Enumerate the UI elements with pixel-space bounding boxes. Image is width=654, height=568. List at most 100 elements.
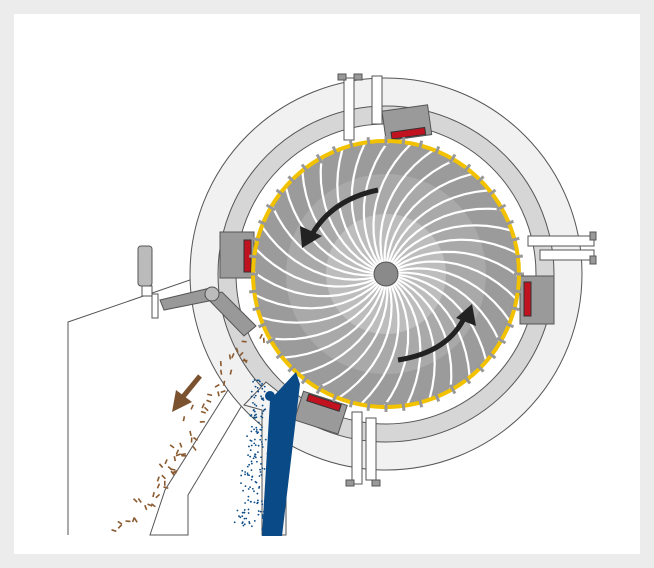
droplet [248, 488, 250, 490]
tick [403, 137, 404, 147]
droplet [250, 431, 252, 433]
droplet [248, 512, 250, 514]
droplet [261, 467, 263, 469]
cap [590, 232, 596, 240]
droplet [261, 426, 263, 428]
droplet [255, 395, 257, 397]
droplet [251, 525, 253, 527]
droplet [257, 387, 259, 389]
droplet [247, 466, 249, 468]
droplet [261, 528, 263, 530]
tick [513, 291, 523, 292]
cap [346, 480, 354, 486]
chip [181, 455, 186, 457]
droplet [255, 457, 257, 459]
droplet [257, 500, 259, 502]
droplet [255, 481, 257, 483]
droplet [262, 514, 264, 516]
droplet [251, 463, 253, 465]
droplet [246, 435, 248, 437]
droplet [261, 417, 263, 419]
droplet [251, 426, 253, 428]
chip [164, 481, 166, 486]
droplet [242, 521, 244, 523]
page: (() => { const data = JSON.parse(documen… [0, 0, 654, 568]
droplet [256, 461, 258, 463]
droplet [244, 471, 246, 473]
droplet [260, 471, 262, 473]
rod [152, 294, 158, 318]
droplet [257, 390, 259, 392]
droplet [255, 414, 257, 416]
diagram [0, 0, 654, 568]
droplet [264, 386, 266, 388]
tick [403, 401, 404, 411]
droplet [255, 431, 257, 433]
droplet [248, 474, 250, 476]
droplet [261, 503, 263, 505]
cylinder [138, 246, 152, 286]
droplet [264, 468, 266, 470]
droplet [264, 408, 266, 410]
droplet [253, 410, 255, 412]
droplet [259, 469, 261, 471]
droplet [244, 512, 246, 514]
droplet [244, 523, 246, 525]
droplet [260, 456, 262, 458]
tick [513, 256, 523, 257]
shoe-top [382, 105, 432, 141]
droplet [255, 427, 257, 429]
shoe-right [520, 276, 554, 324]
tick [368, 401, 369, 411]
droplet [265, 523, 267, 525]
droplet [254, 453, 256, 455]
droplet [251, 391, 253, 393]
droplet [259, 475, 261, 477]
droplet [258, 379, 260, 381]
droplet [259, 439, 261, 441]
cap [372, 480, 380, 486]
droplet [241, 470, 243, 472]
droplet [257, 451, 259, 453]
droplet [252, 488, 254, 490]
droplet [249, 522, 251, 524]
tick [249, 291, 259, 292]
droplet [258, 514, 260, 516]
droplet [254, 439, 256, 441]
droplet [245, 518, 247, 520]
droplet [252, 381, 254, 383]
chip [172, 472, 177, 474]
droplet [260, 511, 262, 513]
droplet [261, 413, 263, 415]
droplet [247, 454, 249, 456]
droplet [255, 405, 257, 407]
droplet [261, 500, 263, 502]
droplet [252, 476, 254, 478]
droplet [256, 493, 258, 495]
droplet [267, 452, 269, 454]
droplet [260, 385, 262, 387]
droplet [263, 511, 265, 513]
droplet [265, 439, 267, 441]
arm-right-upper [528, 236, 594, 246]
droplet [264, 391, 266, 393]
droplet [256, 502, 258, 504]
droplet [249, 486, 251, 488]
shoe-pad [524, 282, 531, 316]
droplet [260, 435, 262, 437]
droplet [247, 499, 249, 501]
droplet [249, 439, 251, 441]
droplet [253, 397, 255, 399]
droplet [256, 416, 258, 418]
arm-top-left [344, 78, 354, 140]
droplet [249, 415, 251, 417]
droplet [256, 379, 258, 381]
droplet [253, 457, 255, 459]
hub [374, 262, 398, 286]
droplet [244, 474, 246, 476]
nozzle [265, 391, 275, 401]
droplet [247, 472, 249, 474]
droplet [248, 446, 250, 448]
droplet [251, 469, 253, 471]
rod [142, 286, 152, 296]
